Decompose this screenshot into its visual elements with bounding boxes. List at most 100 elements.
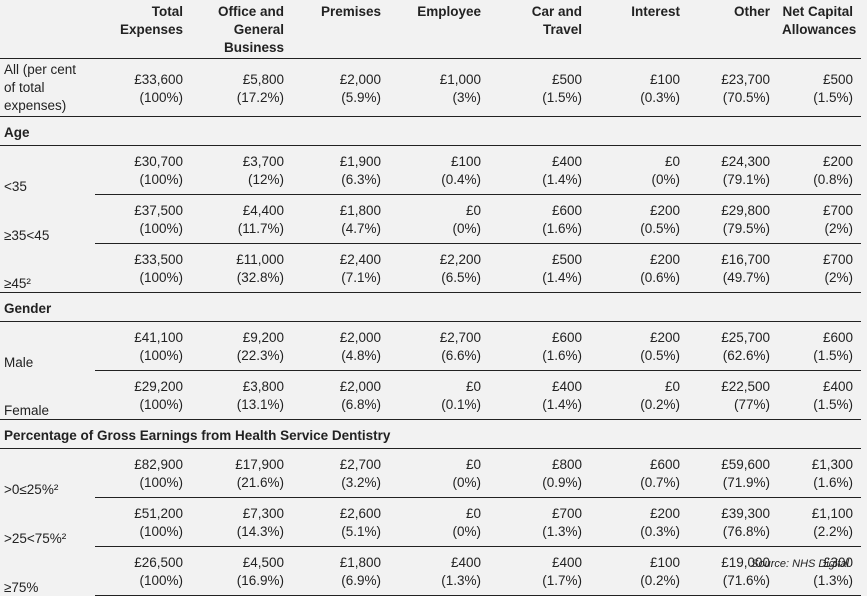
value-cell: £200 — [649, 252, 680, 267]
percent-cell: (6.6%) — [389, 346, 489, 371]
value-cell: £400 — [450, 555, 481, 570]
percent-cell: (6.3%) — [292, 170, 389, 195]
source-note: Source: NHS Digital — [751, 558, 849, 570]
value-cell: £400 — [551, 555, 582, 570]
percent-cell: (11.7%) — [191, 219, 292, 244]
value-cell: £2,700 — [339, 457, 381, 472]
percent-cell: (0.5%) — [590, 219, 688, 244]
percent-cell: (4.7%) — [292, 219, 389, 244]
page: Total Expenses Office and General Busines… — [0, 4, 861, 596]
value-cell: £30,700 — [134, 154, 183, 169]
percent-cell: (0.6%) — [590, 268, 688, 293]
percent-cell: (14.3%) — [191, 522, 292, 547]
value-cell: £600 — [649, 457, 680, 472]
column-header: Other — [733, 4, 770, 19]
value-cell: £0 — [465, 379, 481, 394]
percent-cell: (100%) — [95, 522, 191, 547]
percent-cell: (100%) — [95, 268, 191, 293]
percent-cell: (16.9%) — [191, 571, 292, 596]
percent-cell: (2%) — [778, 268, 861, 293]
percent-cell: (100%) — [95, 170, 191, 195]
value-cell: £700 — [822, 252, 853, 267]
row-label: ≥45² — [0, 243, 95, 293]
percent-cell: (0.5%) — [590, 346, 688, 371]
table-body: All (per cent of total expenses) £33,600 £… — [0, 58, 861, 596]
percent-cell: (0%) — [389, 473, 489, 498]
table-row: ≥75% £26,500 £4,500 £1,800 £400 £400 £100 £19,0… — [0, 547, 861, 595]
table-row: <35 £30,700 £3,700 £1,900 £100 £400 £0 £24,300 £… — [0, 146, 861, 194]
percent-cell: (6.5%) — [389, 268, 489, 293]
table-row: Male £41,100 £9,200 £2,000 £2,700 £600 £200 £25… — [0, 322, 861, 370]
percent-cell: (1.3%) — [389, 571, 489, 596]
table-row: (100%) (14.3%) (5.1%) (0%) (1.3%) (0.3%) (76.8… — [0, 522, 861, 547]
value-cell: £33,500 — [134, 252, 183, 267]
percent-cell: (7.1%) — [292, 268, 389, 293]
value-cell: £1,900 — [339, 154, 381, 169]
value-cell: £1,800 — [339, 203, 381, 218]
percent-cell: (0.3%) — [590, 522, 688, 547]
value-cell: £51,200 — [134, 506, 183, 521]
percent-cell: (1.6%) — [489, 219, 590, 244]
percent-cell: (100%) — [95, 395, 191, 420]
section-title: Percentage of Gross Earnings from Health… — [0, 419, 861, 449]
percent-cell: (0.9%) — [489, 473, 590, 498]
percent-cell: (71.6%) — [688, 571, 778, 596]
percent-cell: (1.6%) — [489, 346, 590, 371]
percent-cell: (77%) — [688, 395, 778, 420]
value-cell: £2,200 — [439, 252, 481, 267]
percent-cell: (0%) — [389, 219, 489, 244]
percent-cell: (5.1%) — [292, 522, 389, 547]
value-cell: £100 — [649, 71, 680, 87]
value-cell: £500 — [551, 71, 582, 87]
value-cell: £100 — [450, 154, 481, 169]
value-cell: £200 — [649, 203, 680, 218]
percent-cell: (1.5%) — [778, 346, 861, 371]
header-row: Total Expenses Office and General Busines… — [0, 0, 861, 59]
value-cell: £700 — [822, 203, 853, 218]
header-blank — [0, 0, 95, 59]
percent-cell: (100%) — [95, 473, 191, 498]
value-cell: £2,400 — [339, 252, 381, 267]
table-row: (100%) (32.8%) (7.1%) (6.5%) (1.4%) (0.6%) (49… — [0, 268, 861, 293]
value-cell: £1,300 — [811, 457, 853, 472]
value-cell: £11,000 — [236, 252, 284, 267]
value-cell: £0 — [465, 506, 481, 521]
table-row: (100%) (13.1%) (6.8%) (0.1%) (1.4%) (0.2%) (77… — [0, 395, 861, 420]
value-cell: £16,700 — [721, 252, 770, 267]
percent-cell: (76.8%) — [688, 522, 778, 547]
value-cell: £2,000 — [339, 330, 381, 345]
percent-cell: (0.2%) — [590, 395, 688, 420]
table-row: (100%) (16.9%) (6.9%) (1.3%) (1.7%) (0.2%) (71… — [0, 571, 861, 596]
percent-cell: (62.6%) — [688, 346, 778, 371]
column-header: Office and General Business — [217, 4, 284, 55]
value-cell: £0 — [465, 457, 481, 472]
value-cell: £25,700 — [721, 330, 770, 345]
percent-cell: (32.8%) — [191, 268, 292, 293]
value-cell: £200 — [649, 330, 680, 345]
value-cell: £82,900 — [134, 457, 183, 472]
table-row: ≥35<45 £37,500 £4,400 £1,800 £0 £600 £200 £29,8… — [0, 195, 861, 243]
value-cell: £500 — [551, 252, 582, 267]
percent-cell: (6.8%) — [292, 395, 389, 420]
value-cell: £41,100 — [134, 330, 183, 345]
percent-cell: (0.8%) — [778, 170, 861, 195]
value-cell: £29,200 — [134, 379, 183, 394]
percent-cell: (5.9%) — [292, 87, 389, 117]
row-label: Female — [0, 370, 95, 420]
table-row: ≥45² £33,500 £11,000 £2,400 £2,200 £500 £200 £1… — [0, 243, 861, 293]
percent-cell: (0%) — [389, 522, 489, 547]
percent-cell: (0.4%) — [389, 170, 489, 195]
percent-cell: (1.5%) — [778, 87, 861, 117]
table-row: All (per cent of total expenses) £33,600 £… — [0, 58, 861, 117]
value-cell: £1,000 — [439, 71, 481, 87]
value-cell: £24,300 — [721, 154, 770, 169]
percent-cell: (100%) — [95, 571, 191, 596]
percent-cell: (0.3%) — [590, 87, 688, 117]
value-cell: £1,100 — [811, 506, 853, 521]
percent-cell: (70.5%) — [688, 87, 778, 117]
value-cell: £29,800 — [721, 203, 770, 218]
percent-cell: (22.3%) — [191, 346, 292, 371]
value-cell: £1,800 — [339, 555, 381, 570]
row-label: >0≤25%² — [4, 481, 59, 497]
